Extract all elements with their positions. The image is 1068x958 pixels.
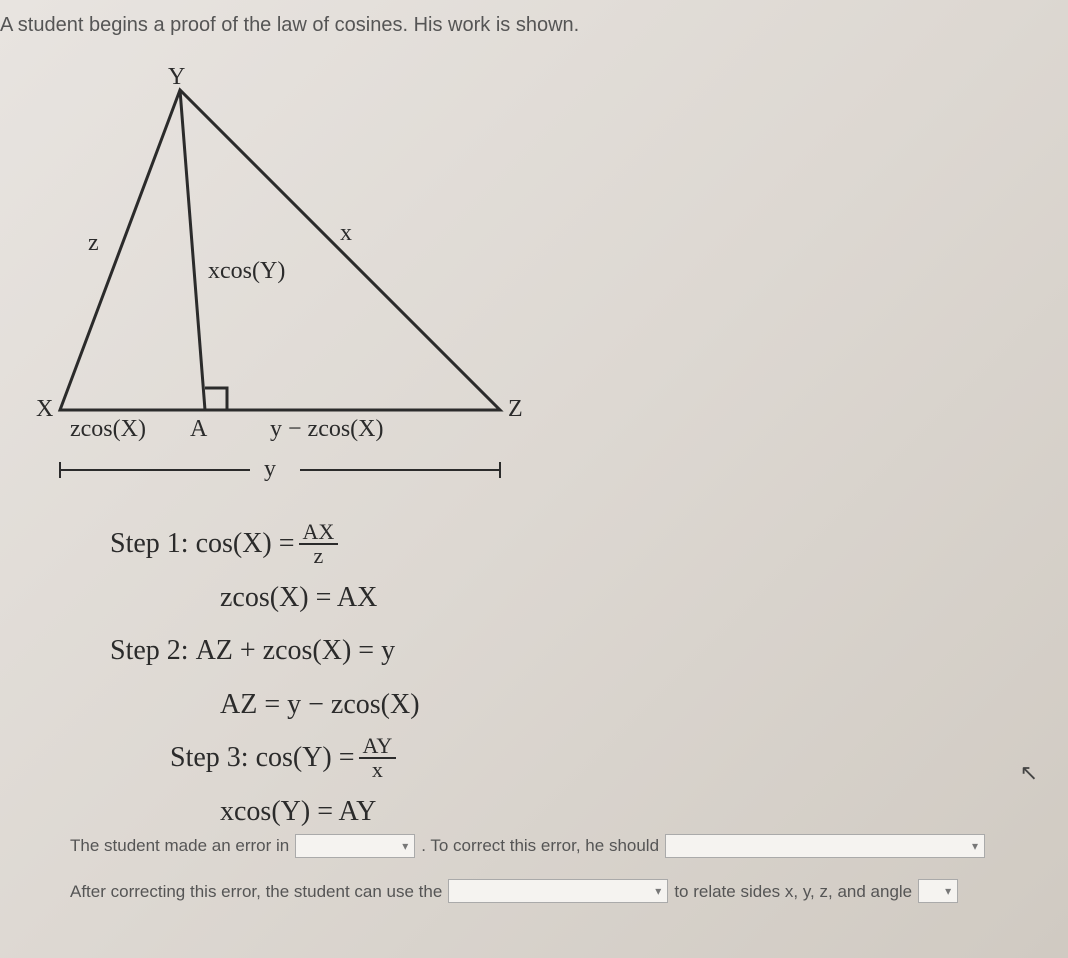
step3-frac-num: AY: [359, 735, 397, 759]
answer-area: The student made an error in ▾ . To corr…: [70, 827, 1038, 918]
dropdown-angle[interactable]: ▾: [918, 879, 958, 903]
step1-eq2: zcos(X) = AX: [220, 574, 377, 622]
dropdown-correction[interactable]: ▾: [665, 834, 985, 858]
line2-text-b: to relate sides x, y, z, and angle: [674, 873, 912, 910]
foot-A: A: [190, 416, 207, 443]
caret-icon: ▾: [655, 878, 661, 904]
step1-label: Step 1:: [110, 520, 189, 568]
step3-frac-den: x: [368, 759, 387, 781]
step1-eq1-lhs: cos(X) =: [196, 520, 295, 568]
step1-frac-num: AX: [299, 521, 339, 545]
step3-fraction: AY x: [359, 735, 397, 781]
step3-line1: Step 3: cos(Y) = AY x: [170, 734, 420, 782]
step2-eq2: AZ = y − zcos(X): [220, 681, 420, 729]
step2-label: Step 2:: [110, 627, 189, 675]
step1-line2: zcos(X) = AX: [220, 574, 420, 622]
proof-steps: Step 1: cos(X) = AX z zcos(X) = AX Step …: [110, 520, 420, 842]
step1-frac-den: z: [310, 545, 328, 567]
caret-icon: ▾: [972, 833, 978, 859]
altitude-line: [180, 90, 205, 410]
step1-fraction: AX z: [299, 521, 339, 567]
vertex-X: X: [36, 396, 53, 423]
dropdown-error-step[interactable]: ▾: [295, 834, 415, 858]
base-right-label: y − zcos(X): [270, 416, 384, 443]
altitude-label: xcos(Y): [208, 258, 285, 285]
line1-text-b: . To correct this error, he should: [421, 827, 659, 864]
step2-line2: AZ = y − zcos(X): [220, 681, 420, 729]
step3-eq1-lhs: cos(Y) =: [256, 734, 355, 782]
vertex-Y: Y: [168, 64, 185, 91]
triangle-outline: [60, 90, 500, 410]
caret-icon: ▾: [402, 833, 408, 859]
step2-eq1: AZ + zcos(X) = y: [196, 627, 396, 675]
triangle-diagram: Y X Z z x xcos(Y) zcos(X) A y − zcos(X) …: [40, 70, 560, 510]
triangle-svg: [40, 70, 560, 510]
right-angle-marker: [205, 388, 227, 410]
answer-line-2: After correcting this error, the student…: [70, 873, 1038, 910]
cursor-icon: ↖: [1020, 760, 1038, 786]
dropdown-theorem[interactable]: ▾: [448, 879, 668, 903]
side-x: x: [340, 220, 352, 247]
question-prompt: A student begins a proof of the law of c…: [0, 14, 579, 37]
base-total-label: y: [264, 456, 276, 483]
answer-line-1: The student made an error in ▾ . To corr…: [70, 827, 1038, 864]
step3-label: Step 3:: [170, 734, 249, 782]
caret-icon: ▾: [945, 878, 951, 904]
side-z: z: [88, 230, 99, 257]
step2-line1: Step 2: AZ + zcos(X) = y: [110, 627, 420, 675]
vertex-Z: Z: [508, 396, 523, 423]
line1-text-a: The student made an error in: [70, 827, 289, 864]
base-left-label: zcos(X): [70, 416, 146, 443]
line2-text-a: After correcting this error, the student…: [70, 873, 442, 910]
step1-line1: Step 1: cos(X) = AX z: [110, 520, 420, 568]
